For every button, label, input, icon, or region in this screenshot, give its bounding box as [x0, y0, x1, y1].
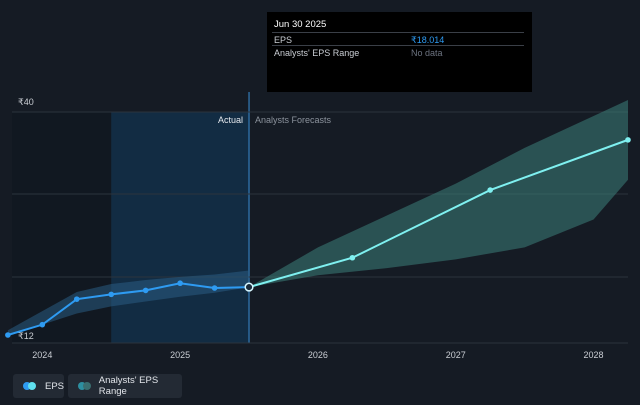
legend-item-eps[interactable]: EPS — [13, 374, 64, 398]
highlight-region — [111, 112, 250, 343]
x-tick-label-2027: 2027 — [446, 350, 466, 360]
data-point-0-5 — [177, 280, 183, 287]
data-point-1-3 — [625, 137, 631, 143]
forecast-eps-range-band — [249, 100, 628, 288]
x-tick-label-2025: 2025 — [170, 350, 190, 360]
x-tick-label-2026: 2026 — [308, 350, 328, 360]
x-tick-label-2028: 2028 — [584, 350, 604, 360]
x-tick-label-2024: 2024 — [32, 350, 52, 360]
actual-eps-range-band — [7, 270, 250, 335]
tooltip-eps-value: ₹18.014 — [411, 35, 445, 45]
data-point-0-7 — [244, 282, 254, 292]
tooltip-range-value: No data — [411, 48, 443, 58]
data-point-0-4 — [142, 287, 149, 294]
legend-eps-label: EPS — [44, 380, 64, 392]
tooltip-range-label: Analysts' EPS Range — [274, 48, 360, 58]
legend-range-label: Analysts' EPS Range — [98, 375, 159, 397]
tooltip-row-eps: EPS ₹18.014 — [272, 32, 524, 46]
legend-item-range[interactable]: Analysts' EPS Range — [68, 374, 182, 398]
data-point-1-1 — [349, 254, 356, 261]
eps-swatch-icon — [23, 382, 39, 390]
eps-tooltip: Jun 30 2025 EPS ₹18.014 Analysts' EPS Ra… — [267, 12, 532, 92]
data-point-1-2 — [487, 187, 493, 193]
section-label-actual: Actual — [218, 115, 243, 125]
tooltip-date: Jun 30 2025 — [274, 19, 327, 30]
y-axis-top-label: ₹40 — [18, 97, 34, 107]
data-point-0-1 — [39, 321, 46, 328]
data-point-0-6 — [211, 285, 218, 291]
tooltip-row-range: Analysts' EPS Range No data — [272, 45, 524, 59]
y-axis-bottom-label: ₹12 — [18, 331, 34, 341]
series-line-1 — [248, 138, 629, 289]
data-point-0-2 — [73, 296, 80, 302]
data-point-0-3 — [108, 291, 115, 298]
section-label-forecast: Analysts Forecasts — [255, 115, 332, 125]
tooltip-eps-label: EPS — [274, 35, 293, 45]
data-point-0-0 — [5, 332, 11, 338]
range-swatch-icon — [78, 382, 93, 390]
series-line-0 — [7, 282, 250, 336]
